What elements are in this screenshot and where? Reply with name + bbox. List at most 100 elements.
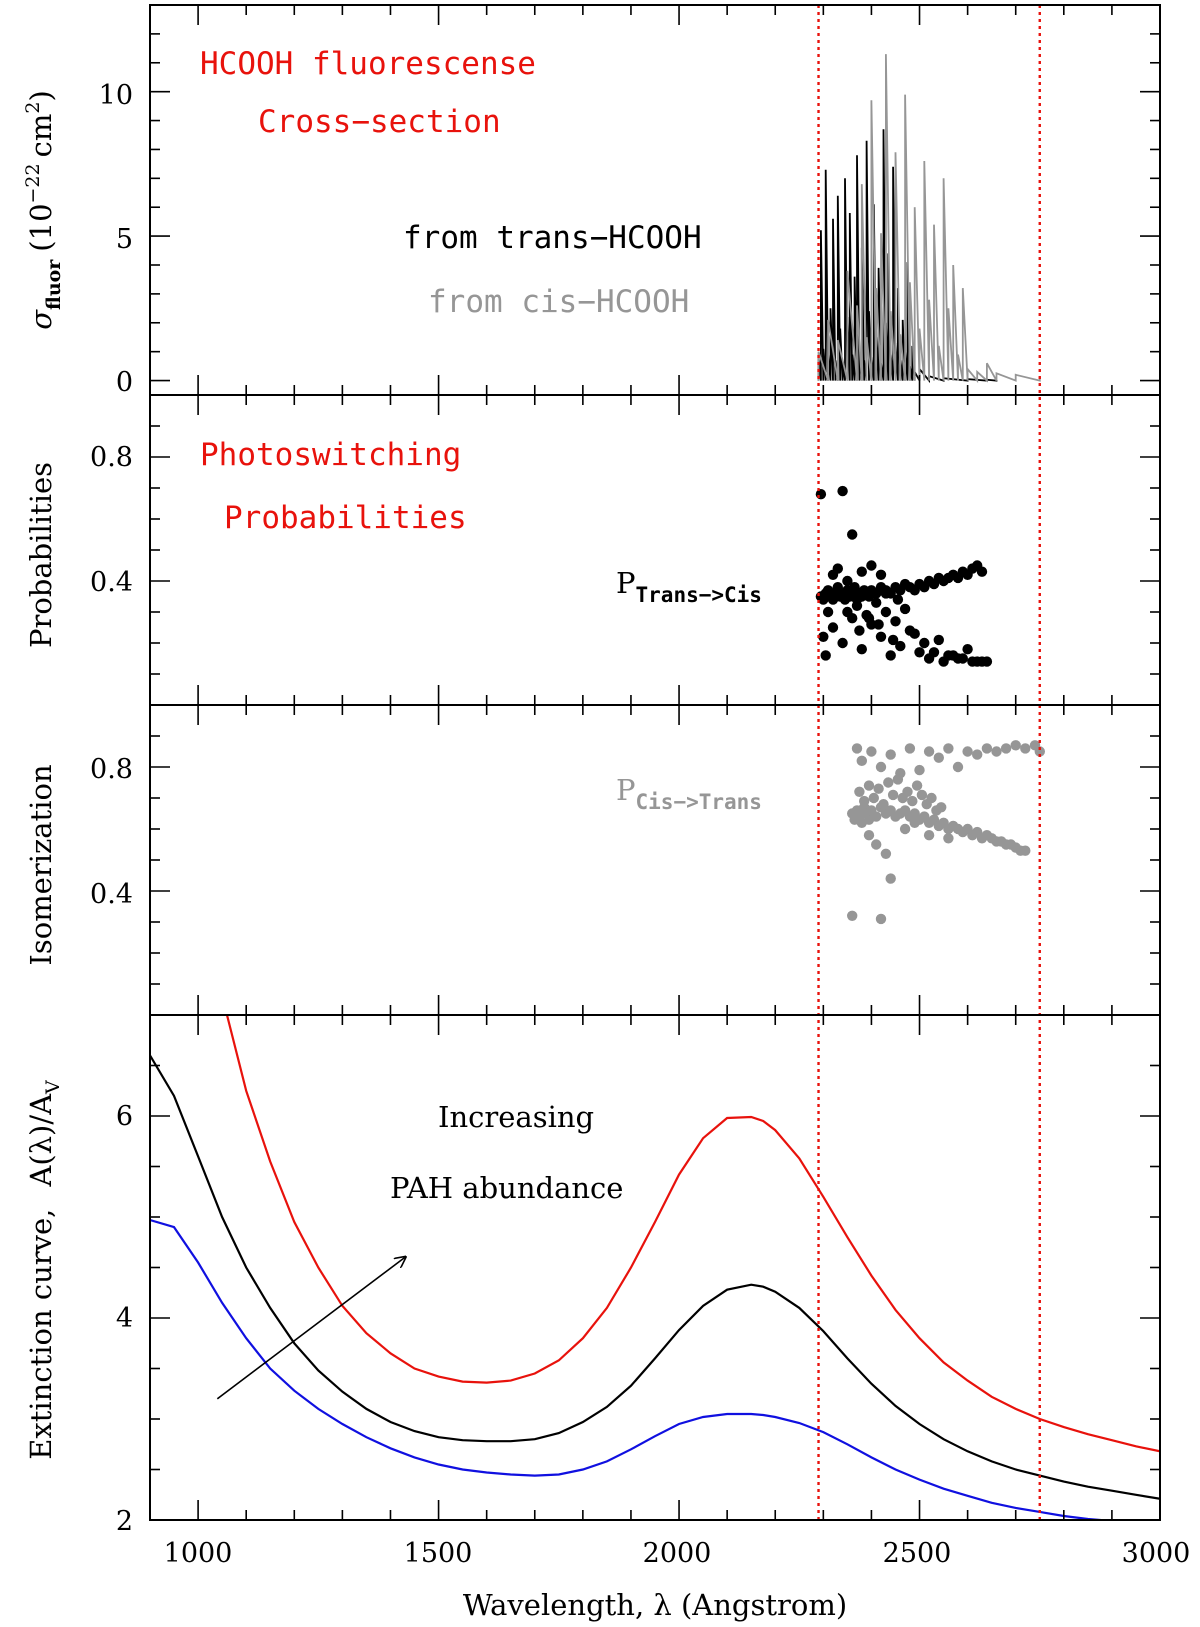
point-trans_to_cis-75 — [948, 650, 959, 661]
p3-ylabel-a-sub: V — [42, 1080, 64, 1095]
point-trans_to_cis-94 — [887, 634, 899, 646]
plot-area-fluorescence — [817, 54, 1041, 384]
point-cis_to_trans-47 — [904, 743, 916, 754]
panel-extinction: Increasing PAH abundance 2 4 6 Extinctio… — [24, 1080, 623, 1537]
xtick-label-1500: 1500 — [404, 1538, 473, 1569]
point-cis_to_trans-87 — [909, 817, 920, 828]
p3-ytick-label-0: 2 — [116, 1506, 133, 1537]
point-trans_to_cis-61 — [962, 644, 973, 655]
point-cis_to_trans-86 — [899, 823, 911, 835]
point-cis_to_trans-84 — [871, 839, 882, 850]
legend-cis: from cis−HCOOH — [428, 284, 689, 320]
series-extinction-1 — [150, 1054, 1160, 1500]
point-trans_to_cis-65 — [851, 600, 863, 611]
xtick-label-2000: 2000 — [643, 1538, 712, 1569]
point-cis_to_trans-54 — [972, 749, 983, 760]
point-cis_to_trans-68 — [883, 777, 894, 788]
point-cis_to_trans-48 — [914, 764, 925, 776]
xtick-label-1000: 1000 — [164, 1538, 233, 1569]
series-trans_to_cis-0 — [815, 485, 993, 667]
point-trans_to_cis-72 — [919, 637, 930, 649]
point-cis_to_trans-42 — [856, 755, 867, 766]
point-cis_to_trans-44 — [875, 761, 887, 773]
point-trans_to_cis-90 — [892, 594, 904, 605]
point-trans_to_cis-86 — [866, 560, 877, 571]
point-cis_to_trans-64 — [863, 780, 875, 791]
point-cis_to_trans-65 — [868, 792, 879, 804]
p3-ytick-label-2: 6 — [116, 1101, 133, 1132]
fluor-ytick-label-0: 0 — [116, 367, 133, 398]
fluor-ylabel-sub: fluor — [43, 259, 65, 310]
point-cis_to_trans-83 — [863, 830, 875, 841]
point-trans_to_cis-67 — [871, 597, 882, 608]
point-cis_to_trans-77 — [926, 792, 937, 804]
point-cis_to_trans-58 — [1010, 740, 1021, 751]
point-trans_to_cis-64 — [842, 575, 853, 587]
pah-arrow — [216, 1257, 405, 1400]
extinction-note-line2: PAH abundance — [390, 1171, 623, 1205]
legend-trans-to-cis: PTrans−>Cis — [616, 566, 762, 607]
point-trans_to_cis-87 — [875, 569, 887, 580]
point-trans_to_cis-47 — [827, 622, 839, 633]
point-cis_to_trans-43 — [866, 746, 877, 757]
legend-cis-to-trans-sub: Cis−>Trans — [636, 790, 762, 814]
point-trans_to_cis-80 — [837, 485, 848, 497]
point-trans_to_cis-78 — [976, 656, 988, 667]
photoswitch-title-line1: Photoswitching — [200, 437, 461, 473]
point-cis_to_trans-85 — [880, 848, 892, 859]
point-cis_to_trans-70 — [892, 774, 904, 785]
point-cis_to_trans-51 — [943, 743, 954, 754]
point-cis_to_trans-9 — [871, 811, 882, 822]
point-cis_to_trans-55 — [981, 743, 993, 754]
legend-trans: from trans−HCOOH — [403, 220, 702, 256]
point-cis_to_trans-57 — [1000, 743, 1012, 754]
point-trans_to_cis-91 — [854, 625, 865, 636]
panel-fluorescence: HCOOH fluorescense Cross−section from tr… — [22, 46, 702, 398]
point-cis_to_trans-59 — [1020, 743, 1031, 754]
series-extinction-0 — [225, 1015, 1160, 1453]
point-trans_to_cis-45 — [818, 631, 829, 642]
point-cis_to_trans-61 — [1034, 746, 1046, 757]
p1-ytick-labels: 0.4 0.8 — [90, 442, 133, 598]
point-cis_to_trans-53 — [962, 746, 973, 757]
fluor-title-line2: Cross−section — [258, 104, 501, 140]
point-cis_to_trans-79 — [936, 802, 947, 813]
point-cis_to_trans-66 — [873, 783, 884, 794]
p1-ytick-label-1: 0.8 — [90, 442, 133, 473]
series-extinction-2 — [150, 1218, 1112, 1520]
xtick-label-3000: 3000 — [1122, 1538, 1191, 1569]
point-trans_to_cis-74 — [938, 656, 949, 667]
point-trans_to_cis-93 — [873, 619, 884, 630]
fluor-title-line1: HCOOH fluorescense — [200, 46, 536, 82]
fluor-ylabel-exp: −22 — [22, 163, 44, 203]
p3-ytick-label-1: 4 — [116, 1303, 133, 1334]
fluor-ylabel-exp2: 2 — [22, 102, 44, 114]
plot-area-extinction — [150, 1015, 1160, 1520]
point-cis_to_trans-40 — [1020, 845, 1031, 856]
point-trans_to_cis-76 — [957, 653, 968, 664]
fluor-ytick-labels: 0 5 10 — [99, 80, 133, 398]
photoswitch-title-line2: Probabilities — [224, 500, 467, 536]
x-axis-label: Wavelength, λ (Angstrom) — [463, 1588, 847, 1622]
point-trans_to_cis-50 — [856, 644, 867, 655]
plot-area-cis_to_trans — [847, 740, 1046, 925]
point-cis_to_trans-73 — [907, 795, 918, 807]
point-trans_to_cis-53 — [885, 650, 896, 661]
point-cis_to_trans-80 — [847, 910, 858, 921]
series-cis_to_trans-0 — [847, 740, 1046, 925]
point-cis_to_trans-72 — [902, 786, 913, 797]
point-trans_to_cis-69 — [890, 616, 901, 627]
point-trans_to_cis-70 — [899, 603, 911, 615]
point-cis_to_trans-62 — [854, 786, 865, 797]
legend-cis-to-trans: PCis−>Trans — [616, 773, 762, 814]
panel-frames — [149, 4, 1161, 1521]
outer-frame — [149, 4, 1161, 1521]
point-trans_to_cis-84 — [827, 569, 839, 580]
point-cis_to_trans-45 — [885, 749, 896, 760]
point-cis_to_trans-82 — [885, 873, 896, 884]
point-trans_to_cis-85 — [856, 566, 867, 577]
x-tick-labels: 1000 1500 2000 2500 3000 — [164, 1538, 1191, 1569]
p3-ylabel: Extinction curve, A(λ)/AV — [24, 1080, 64, 1460]
p1-ylabel: Probabilities — [24, 462, 58, 648]
point-trans_to_cis-79 — [815, 489, 827, 500]
